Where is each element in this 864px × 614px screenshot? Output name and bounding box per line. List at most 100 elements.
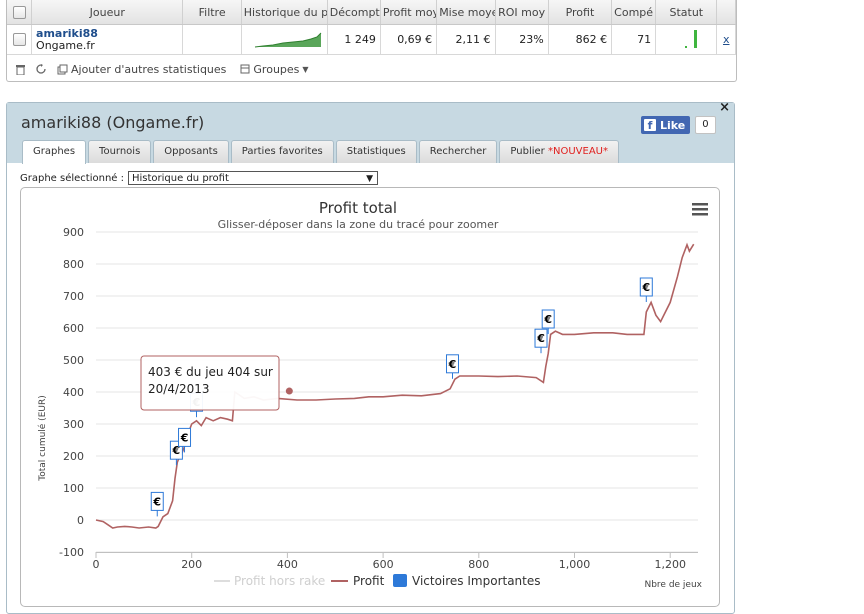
win-marker-box [150, 491, 164, 511]
series-line-profit [95, 242, 695, 529]
row-checkbox[interactable] [7, 24, 33, 55]
competition-cell: 71 [611, 24, 657, 55]
groups-button[interactable]: Groupes ▼ [240, 62, 309, 76]
legend-victoires-importantes[interactable]: Victoires Importantes [412, 574, 541, 588]
win-marker-symbol: € [180, 431, 189, 444]
x-tick-label: 800 [468, 558, 489, 571]
remove-row-link[interactable]: x [716, 24, 736, 55]
important-win-marker: € [445, 354, 459, 379]
win-marker-symbol: € [543, 313, 552, 326]
x-tick-label: 200 [181, 558, 202, 571]
col-profit[interactable]: Profit [548, 0, 613, 25]
col-joueur[interactable]: Joueur [31, 0, 184, 25]
tab-opposants[interactable]: Opposants [153, 140, 229, 163]
y-axis-label: Total cumulé (EUR) [37, 395, 48, 481]
legend-profit[interactable]: Profit [353, 574, 385, 588]
col-competition[interactable]: Compé [611, 0, 657, 25]
y-tick-label: 100 [63, 482, 84, 495]
stats-table: Joueur Filtre Historique du p Décompt Pr… [7, 0, 736, 55]
decompte-cell: 1 249 [327, 24, 381, 55]
col-mise-moy[interactable]: Mise moye [436, 0, 496, 25]
like-label: Like [660, 118, 686, 132]
groups-label: Groupes [253, 62, 300, 76]
hamburger-icon[interactable] [692, 203, 708, 216]
col-profit-moy[interactable]: Profit moy [380, 0, 438, 25]
graph-selector: Graphe sélectionné : Historique du profi… [20, 171, 378, 185]
y-tick-label: 300 [63, 418, 84, 431]
legend-profit-hors-rake[interactable]: Profit hors rake [234, 574, 325, 588]
groups-icon [240, 64, 250, 74]
hover-point [285, 387, 293, 395]
col-roi-moy[interactable]: ROI moy [495, 0, 549, 25]
tab-tournois[interactable]: Tournois [88, 140, 152, 163]
refresh-icon[interactable] [36, 63, 47, 75]
delete-icon[interactable] [15, 64, 26, 75]
y-tick-label: 700 [63, 290, 84, 303]
important-win-marker: € [534, 328, 548, 354]
tab-parties-favorites[interactable]: Parties favorites [230, 140, 334, 163]
panel-title: amariki88 (Ongame.fr) [21, 113, 205, 132]
x-tick-label: 1,000 [559, 558, 591, 571]
chart-legend: Profit hors rake Profit Victoires Import… [214, 574, 541, 588]
chart-title: Profit total [319, 199, 397, 217]
table-toolbar: Ajouter d'autres statistiques Groupes ▼ [7, 58, 736, 80]
col-decompte[interactable]: Décompt [327, 0, 381, 25]
tab-publier[interactable]: Publier *NOUVEAU* [499, 140, 619, 163]
chevron-down-icon: ▼ [366, 174, 373, 184]
stats-table-container: Joueur Filtre Historique du p Décompt Pr… [6, 0, 737, 82]
win-marker-box [178, 427, 192, 447]
panel-header: amariki88 (Ongame.fr) f Like 0 × Graphes… [7, 100, 734, 164]
win-marker-box [534, 328, 548, 348]
profit-chart[interactable]: Profit total Glisser-déposer dans la zon… [21, 188, 719, 606]
tooltip-line1: 403 € du jeu 404 sur [148, 365, 273, 379]
header-row: Joueur Filtre Historique du p Décompt Pr… [7, 0, 736, 25]
facebook-icon: f [644, 119, 656, 132]
graph-select-value: Historique du profit [132, 173, 229, 184]
win-marker-symbol: € [448, 358, 457, 371]
y-tick-label: -100 [59, 546, 84, 559]
col-historique[interactable]: Historique du p [241, 0, 328, 25]
tab-publier-label: Publier [510, 146, 545, 157]
important-win-marker: € [541, 309, 555, 334]
new-badge: *NOUVEAU* [547, 146, 608, 157]
win-marker-box [541, 309, 555, 329]
y-tick-label: 600 [63, 322, 84, 335]
like-button[interactable]: f Like [641, 116, 691, 134]
status-cell [655, 24, 718, 55]
facebook-like: f Like 0 [641, 116, 716, 134]
y-tick-label: 900 [63, 226, 84, 239]
y-tick-label: 500 [63, 354, 84, 367]
x-tick-label: 600 [373, 558, 394, 571]
tab-rechercher[interactable]: Rechercher [418, 140, 498, 163]
player-name-link[interactable]: amariki88 [36, 26, 98, 40]
chart-container: Profit total Glisser-déposer dans la zon… [20, 187, 720, 607]
tab-graphes[interactable]: Graphes [22, 140, 87, 164]
profit-sparkline [254, 32, 322, 48]
status-bar [685, 30, 698, 48]
win-marker-symbol: € [536, 332, 545, 345]
tooltip-line2: 20/4/2013 [148, 382, 210, 396]
important-win-marker: € [150, 491, 164, 517]
important-win-marker: € [178, 427, 192, 453]
col-filtre[interactable]: Filtre [182, 0, 242, 25]
tab-statistiques[interactable]: Statistiques [335, 140, 417, 163]
x-tick-label: 1,200 [654, 558, 686, 571]
mise-moy-cell: 2,11 € [436, 24, 496, 55]
panel-tabs: Graphes Tournois Opposants Parties favor… [22, 140, 619, 164]
profit-moy-cell: 0,69 € [380, 24, 438, 55]
add-stats-button[interactable]: Ajouter d'autres statistiques [57, 63, 226, 76]
important-win-marker: € [639, 277, 653, 302]
sparkline-cell [241, 24, 328, 55]
like-count: 0 [695, 116, 716, 134]
col-statut[interactable]: Statut [655, 0, 718, 25]
win-marker-symbol: € [152, 495, 161, 508]
select-all-checkbox[interactable] [7, 0, 33, 25]
y-tick-label: 0 [77, 514, 84, 527]
win-marker-symbol: € [641, 281, 650, 294]
graph-select-dropdown[interactable]: Historique du profit ▼ [128, 171, 378, 185]
y-tick-label: 200 [63, 450, 84, 463]
close-icon[interactable]: × [719, 100, 730, 115]
table-row: amariki88 Ongame.fr 1 249 0,69 € 2,11 € … [7, 24, 736, 55]
add-columns-icon [57, 64, 68, 74]
win-marker-symbol: € [172, 444, 181, 457]
